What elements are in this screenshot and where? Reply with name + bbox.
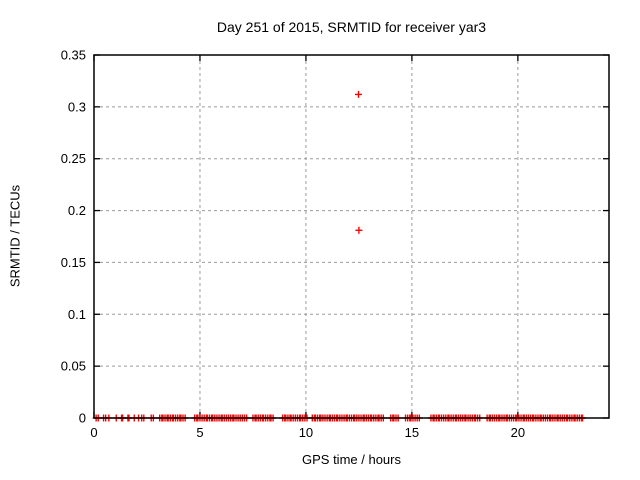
y-tick-label: 0.3 [68, 99, 86, 114]
y-tick-label: 0.35 [61, 48, 86, 63]
plot-border [93, 54, 610, 419]
axis-ticks [93, 54, 609, 419]
y-tick-label: 0.1 [68, 307, 86, 322]
y-tick-label: 0.2 [68, 203, 86, 218]
x-tick-label: 20 [511, 425, 525, 440]
x-tick-label: 10 [299, 425, 313, 440]
x-tick-label: 0 [90, 425, 97, 440]
grid-lines [94, 55, 609, 418]
y-tick-label: 0 [79, 411, 86, 426]
x-tick-label: 5 [196, 425, 203, 440]
chart-title: Day 251 of 2015, SRMTID for receiver yar… [216, 19, 487, 35]
y-tick-label: 0.05 [61, 359, 86, 374]
x-axis-label: GPS time / hours [302, 452, 401, 467]
x-tick-label: 15 [405, 425, 419, 440]
y-tick-label: 0.25 [61, 151, 86, 166]
y-tick-label: 0.15 [61, 255, 86, 270]
tick-labels: 0 5 10 15 20 0 0.05 0.1 0.15 0.2 0.25 0.3 0.35 [61, 48, 525, 441]
data-points [92, 90, 587, 422]
